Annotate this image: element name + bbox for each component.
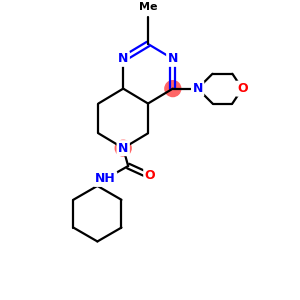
Text: N: N	[192, 82, 203, 95]
Text: N: N	[118, 52, 128, 65]
Text: NH: NH	[95, 172, 116, 185]
Text: O: O	[145, 169, 155, 182]
Text: N: N	[118, 142, 128, 155]
Text: Me: Me	[139, 2, 157, 12]
Text: O: O	[237, 82, 247, 95]
Circle shape	[165, 81, 181, 97]
Circle shape	[115, 140, 131, 156]
Text: N: N	[168, 52, 178, 65]
